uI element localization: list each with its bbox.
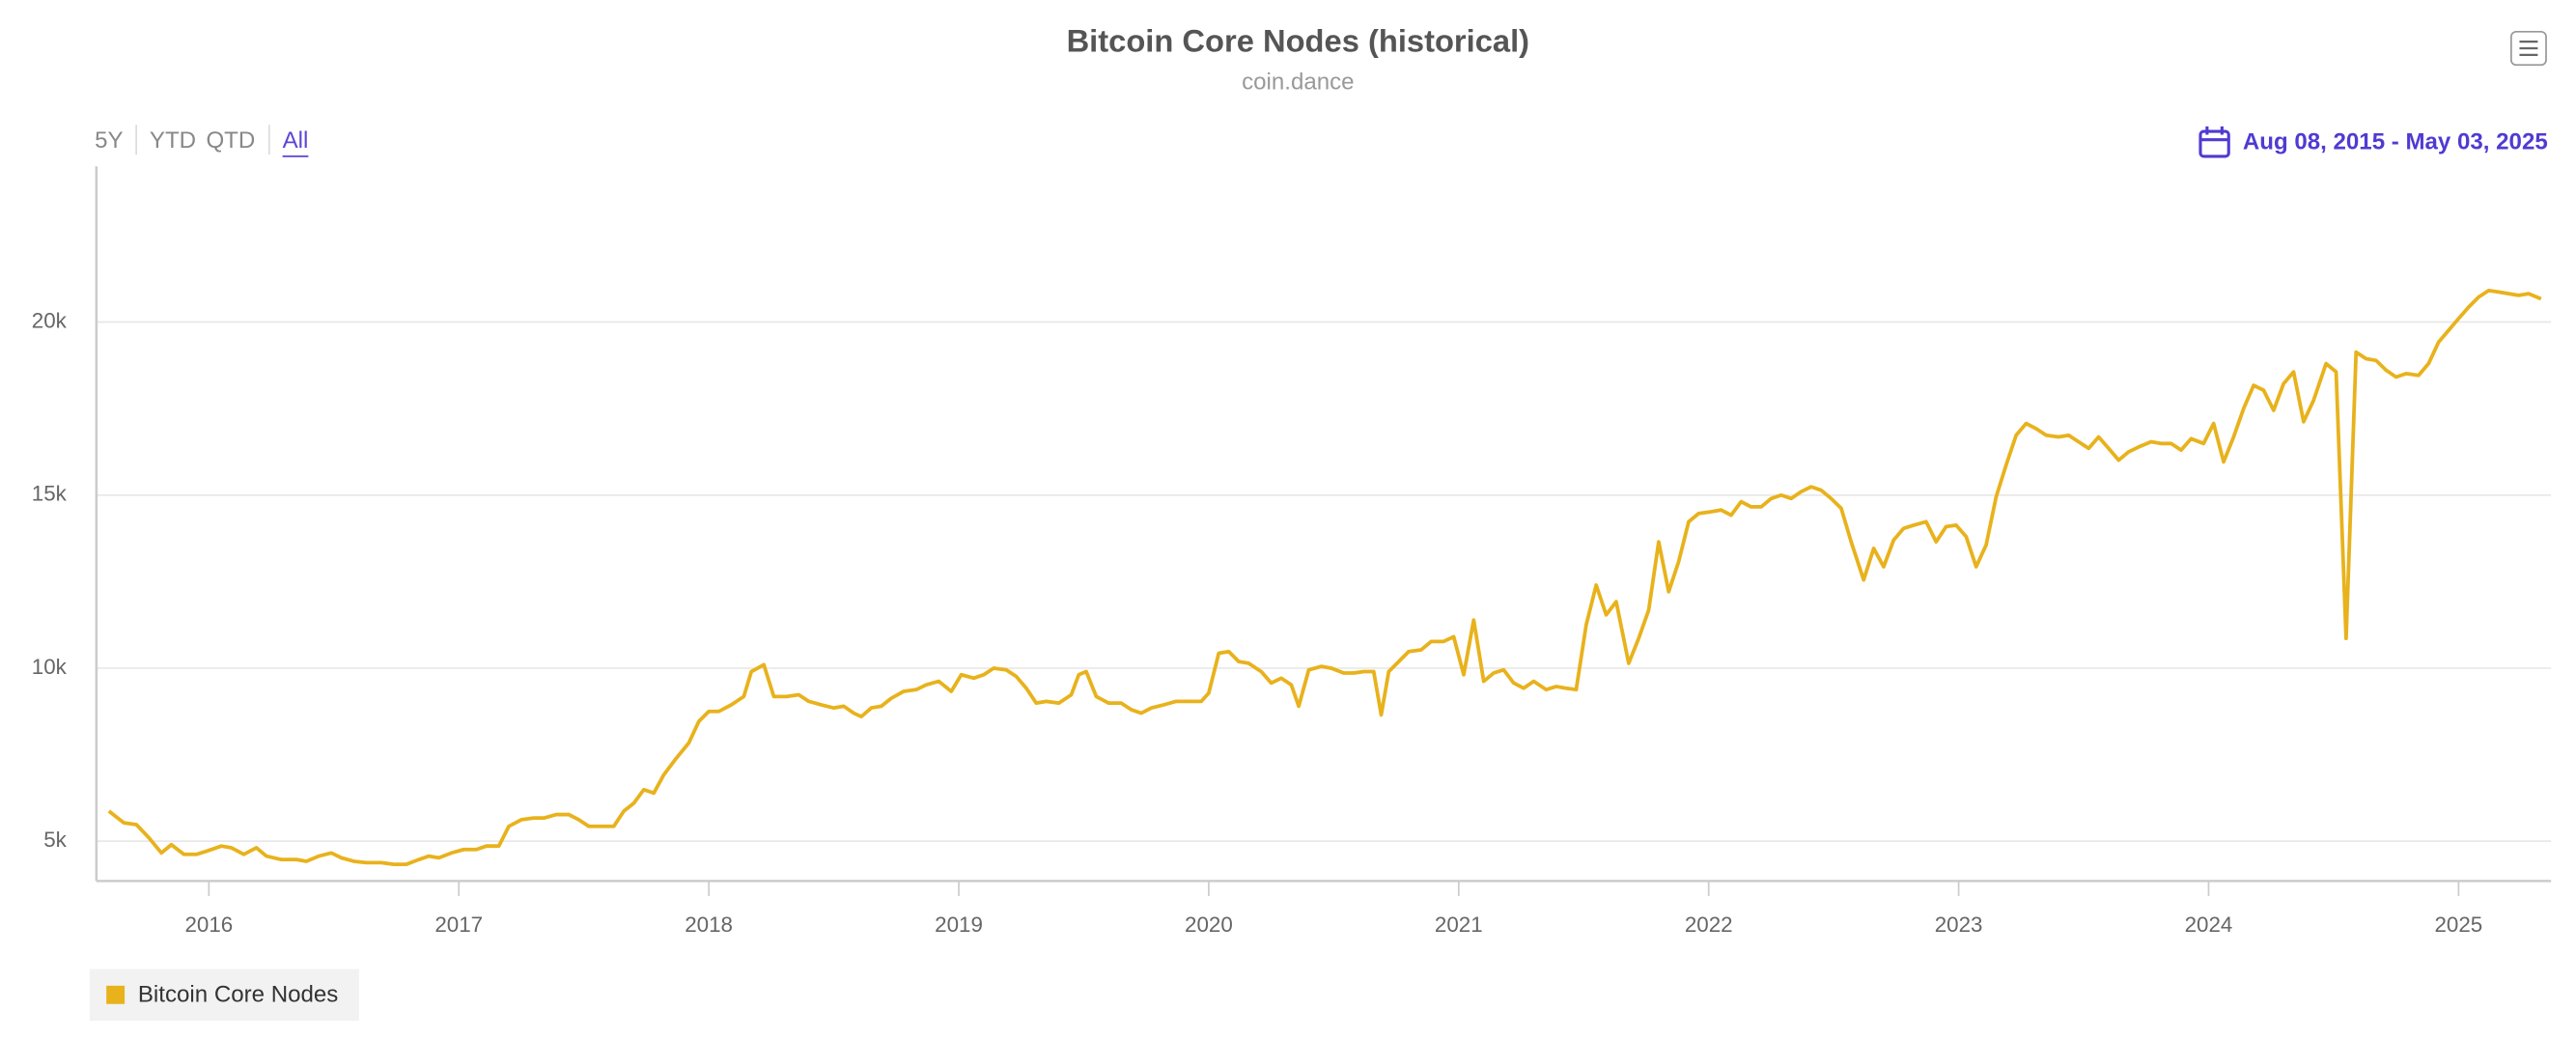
legend-swatch: [106, 985, 126, 1004]
range-button[interactable]: 5Y: [95, 127, 123, 154]
menu-icon[interactable]: [2519, 41, 2538, 57]
x-tick-label: 2018: [685, 913, 733, 937]
y-tick-label: 10k: [32, 655, 68, 679]
menu-button[interactable]: [2510, 30, 2547, 67]
x-tick-label: 2024: [2185, 913, 2233, 937]
x-tick-label: 2019: [935, 913, 983, 937]
series-line: [107, 289, 2542, 867]
x-tick-label: 2017: [434, 913, 483, 937]
chart-title: Bitcoin Core Nodes (historical): [1067, 22, 1529, 58]
legend-label[interactable]: Bitcoin Core Nodes: [138, 982, 338, 1008]
chart-subtitle: coin.dance: [1242, 70, 1354, 96]
legend-box: [89, 969, 359, 1021]
x-tick-label: 2021: [1435, 913, 1483, 937]
range-button[interactable]: QTD: [206, 127, 255, 154]
calendar-icon[interactable]: [2198, 126, 2230, 158]
y-tick-label: 5k: [43, 828, 67, 852]
y-tick-label: 20k: [32, 308, 68, 332]
range-button[interactable]: All: [283, 127, 309, 154]
x-tick-label: 2020: [1185, 913, 1233, 937]
date-range[interactable]: Aug 08, 2015 - May 03, 2025: [2243, 128, 2548, 154]
x-tick-label: 2022: [1685, 913, 1733, 937]
x-tick-label: 2025: [2435, 913, 2483, 937]
x-tick-label: 2016: [184, 913, 233, 937]
x-tick-label: 2023: [1935, 913, 1983, 937]
y-tick-label: 15k: [32, 482, 68, 506]
range-button[interactable]: YTD: [150, 127, 196, 154]
